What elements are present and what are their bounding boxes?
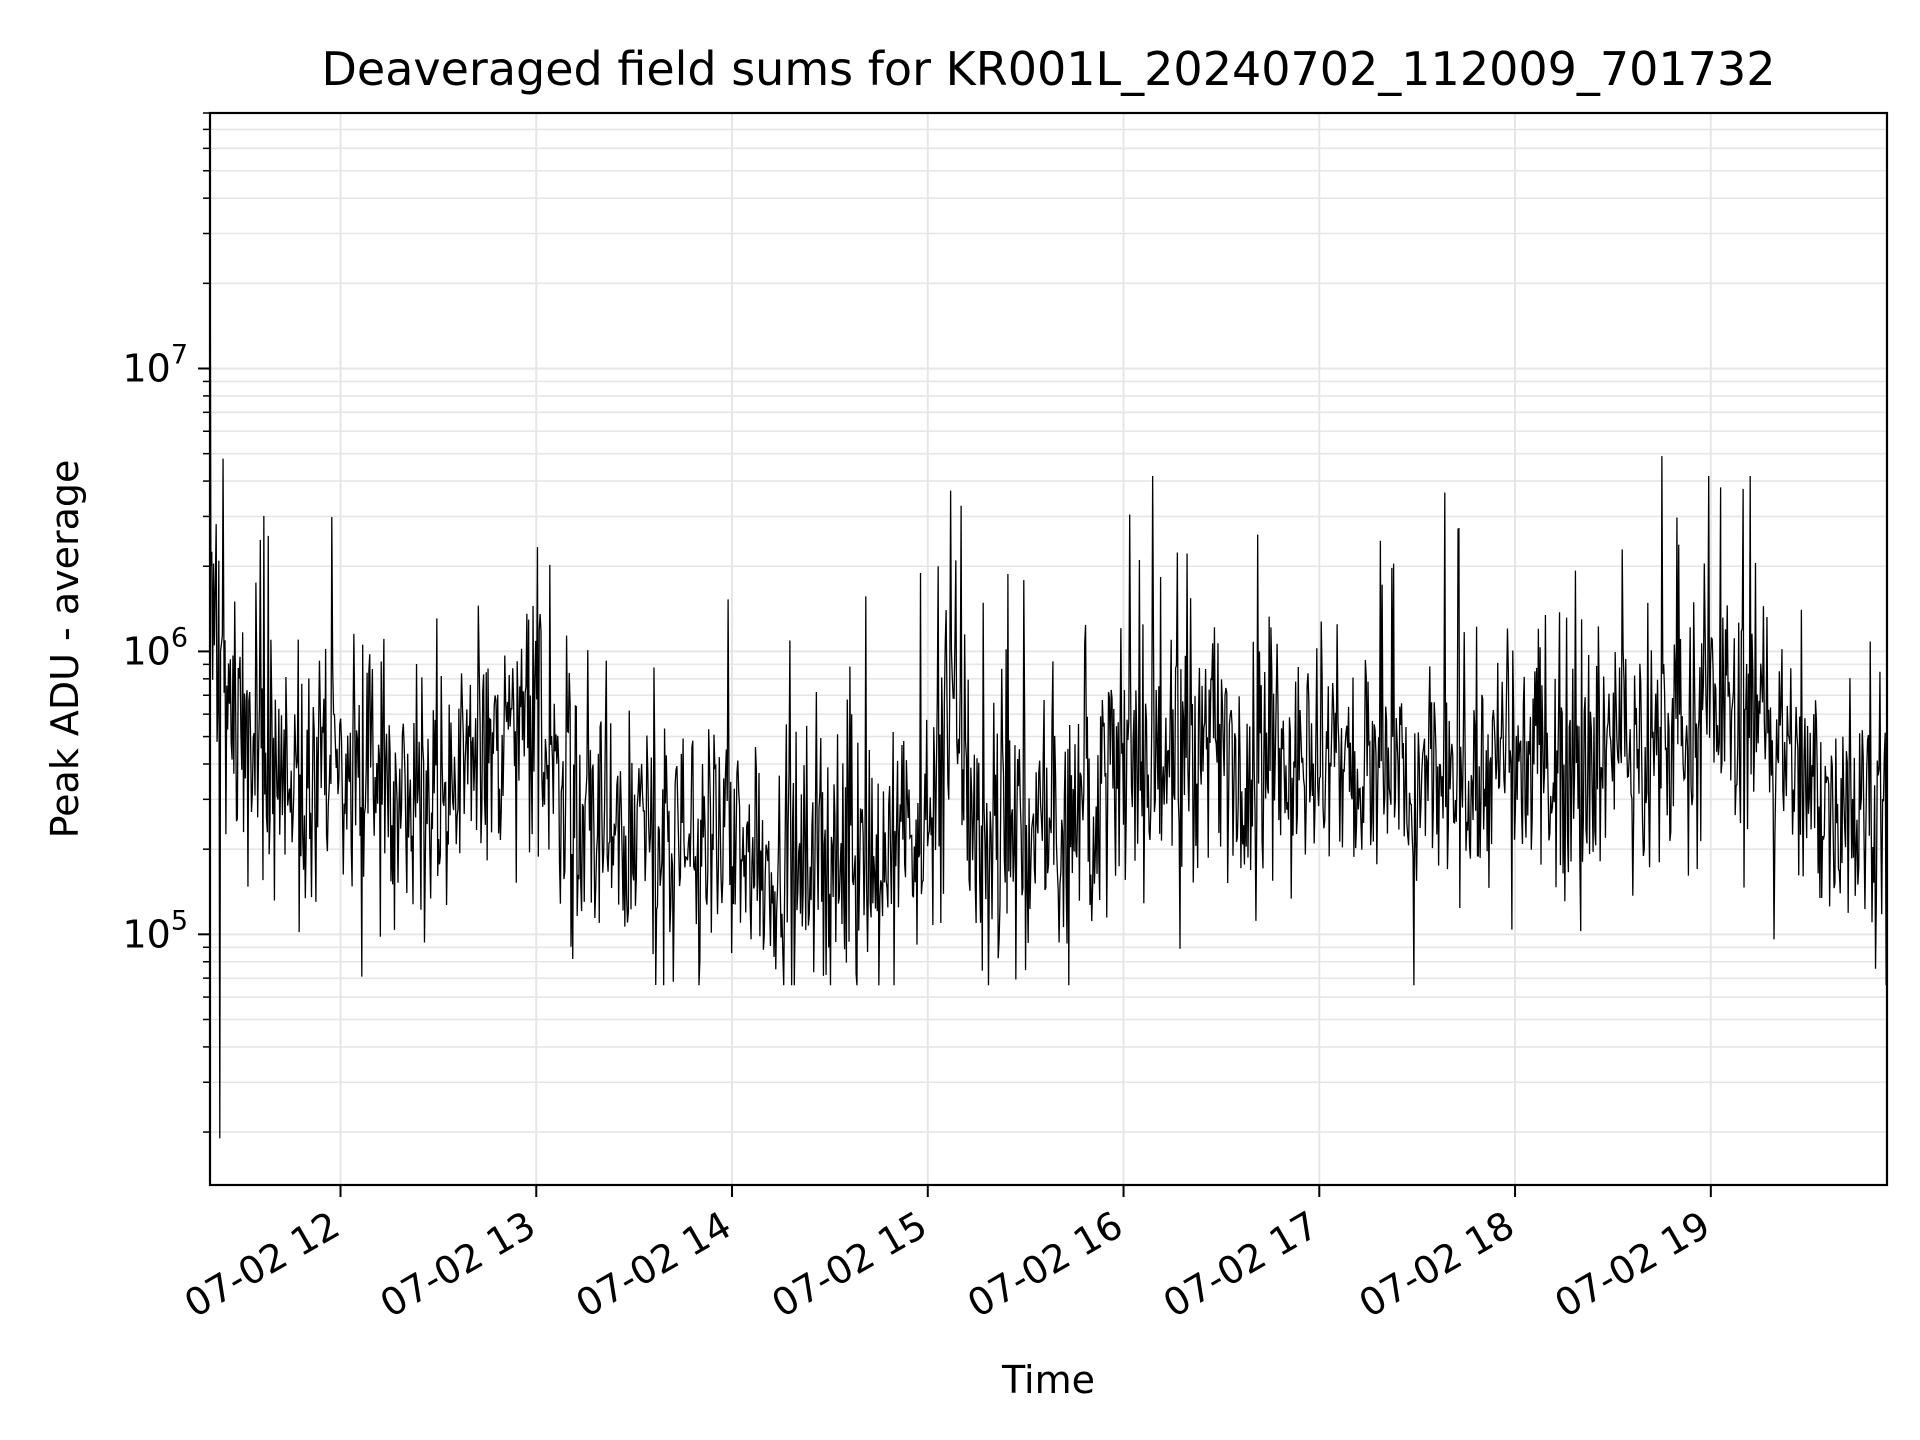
plot-frame [208, 111, 1889, 1187]
series-group [209, 159, 1888, 1139]
chart-title: Deaveraged field sums for KR001L_2024070… [321, 42, 1775, 96]
y-tick-label: 105 [122, 905, 188, 956]
series-line [209, 159, 1888, 1139]
y-axis-label: Peak ADU - average [43, 460, 87, 839]
y-tick-label: 106 [122, 622, 188, 673]
x-axis-label: Time [1001, 1358, 1095, 1402]
y-tick-label: 107 [122, 339, 188, 390]
